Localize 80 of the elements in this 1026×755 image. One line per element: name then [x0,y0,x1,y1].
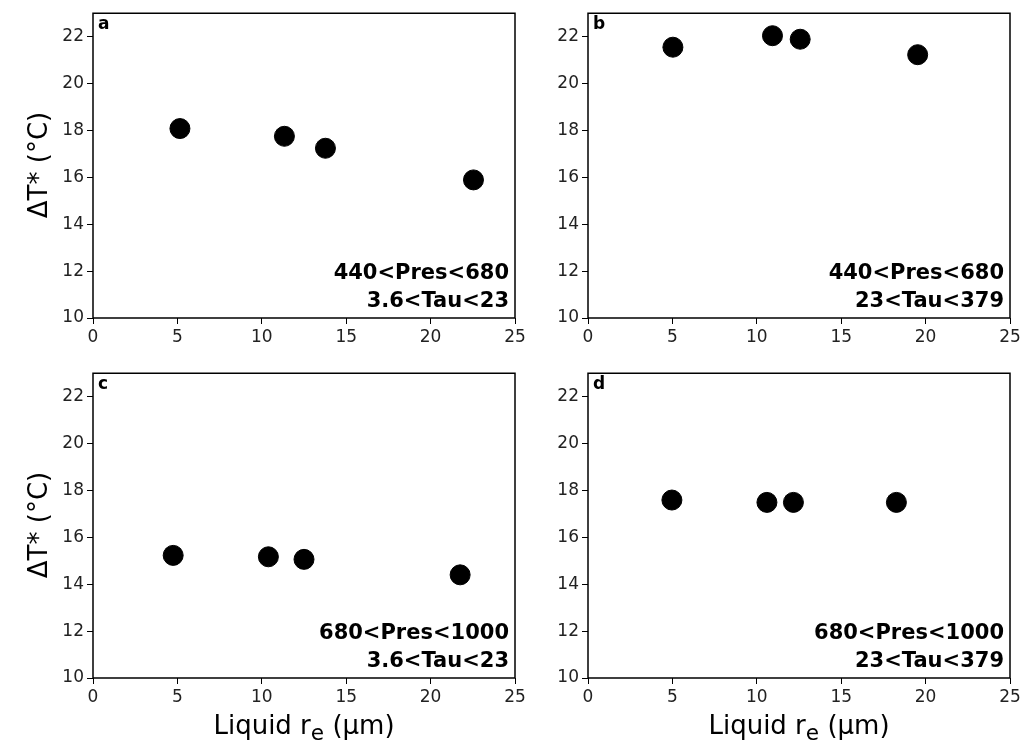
x-tick-label: 5 [171,325,183,346]
y-tick-label: 18 [62,478,84,499]
x-tick-label: 10 [250,685,273,706]
x-tick-label: 0 [87,325,99,346]
x-tick-label: 0 [87,685,99,706]
x-tick-label: 25 [999,685,1021,706]
x-axis-title: Liquid r$_{e}$ (μm) [708,710,890,746]
y-tick-label: 14 [62,212,84,233]
y-tick-label: 22 [557,385,579,406]
point [662,36,684,58]
y-tick-label: 12 [62,259,84,280]
y-tick-label: 10 [62,306,84,327]
y-tick-label: 10 [62,666,84,687]
x-tick-label: 20 [419,325,442,346]
annotation: 440<Pres<680 [333,259,509,284]
x-tick-label: 5 [171,685,183,706]
y-tick-label: 14 [62,572,84,593]
annotation: a [98,13,110,34]
annotation: b [593,13,606,34]
y-tick-label: 18 [557,478,579,499]
y-tick-label: 12 [557,259,579,280]
x-tick-label: 20 [914,685,937,706]
y-tick-label: 16 [557,525,579,546]
y-axis-title: ΔT* (°C) [23,111,53,219]
x-tick-label: 20 [419,685,442,706]
y-tick-label: 22 [62,385,84,406]
x-tick-label: 5 [666,325,678,346]
point [169,118,191,140]
y-tick-label: 22 [62,25,84,46]
x-axis-title: Liquid r$_{e}$ (μm) [213,710,395,746]
x-tick-label: 25 [504,685,526,706]
y-tick-label: 12 [62,619,84,640]
x-tick-label: 0 [582,325,594,346]
point [789,28,811,50]
y-tick-label: 20 [557,71,579,92]
x-tick-label: 0 [582,685,594,706]
annotation: 680<Pres<1000 [814,619,1004,644]
x-tick-label: 15 [830,325,853,346]
x-tick-label: 10 [745,685,768,706]
y-tick-label: 10 [557,666,579,687]
point [449,564,471,586]
y-tick-label: 20 [62,71,84,92]
x-tick-label: 25 [504,325,526,346]
annotation: 440<Pres<680 [828,259,1004,284]
annotation: 3.6<Tau<23 [366,287,509,312]
y-tick-label: 14 [557,212,579,233]
point [293,548,315,570]
y-tick-label: 16 [62,165,84,186]
y-axis-title: ΔT* (°C) [23,471,53,579]
annotation: d [593,373,606,394]
x-tick-label: 15 [335,325,358,346]
point [314,137,336,159]
x-tick-label: 5 [666,685,678,706]
y-tick-label: 20 [62,431,84,452]
x-tick-label: 20 [914,325,937,346]
point [462,169,484,191]
point [762,25,783,47]
annotation: 3.6<Tau<23 [366,647,509,672]
x-tick-label: 15 [830,685,853,706]
y-tick-label: 18 [557,118,579,139]
annotation: 680<Pres<1000 [319,619,509,644]
point [162,544,184,566]
x-tick-label: 25 [999,325,1021,346]
y-tick-label: 16 [62,525,84,546]
point [273,125,295,147]
annotation: c [98,373,109,394]
annotation: 23<Tau<379 [855,647,1004,672]
point [907,44,929,66]
x-tick-label: 10 [250,325,273,346]
y-tick-label: 20 [557,431,579,452]
y-tick-label: 14 [557,572,579,593]
y-tick-label: 18 [62,118,84,139]
x-tick-label: 15 [335,685,358,706]
annotation: 23<Tau<379 [855,287,1004,312]
point [257,546,279,568]
y-tick-label: 22 [557,25,579,46]
y-tick-label: 12 [557,619,579,640]
y-tick-label: 10 [557,306,579,327]
x-tick-label: 10 [745,325,768,346]
y-tick-label: 16 [557,165,579,186]
